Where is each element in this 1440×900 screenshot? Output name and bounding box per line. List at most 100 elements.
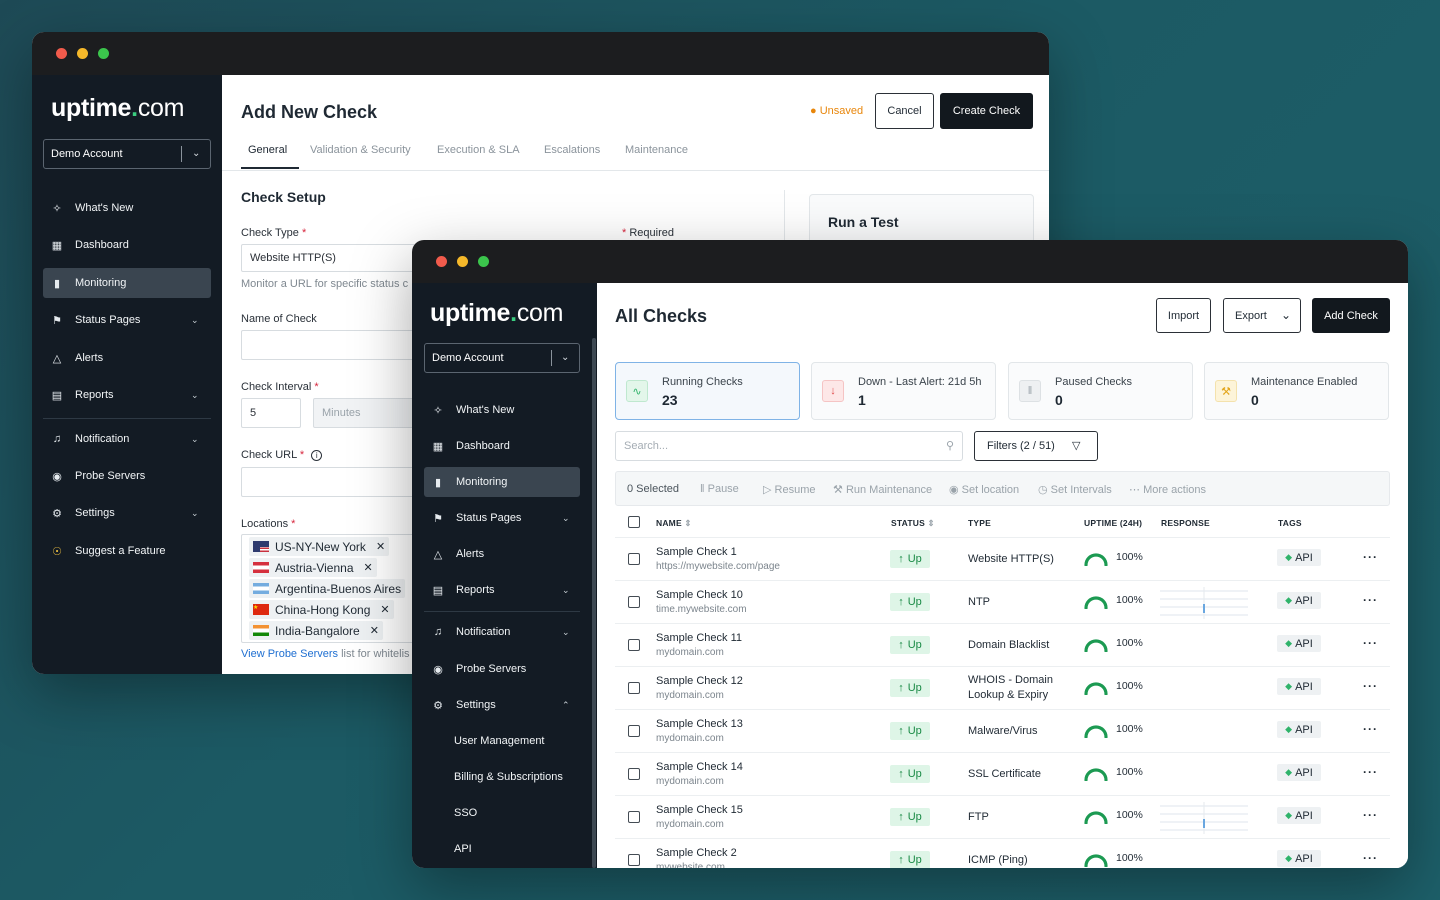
row-menu-button[interactable]: ··· xyxy=(1363,722,1378,736)
uptime-logo[interactable]: uptime.com xyxy=(430,299,564,327)
import-button[interactable]: Import xyxy=(1156,298,1211,333)
set-intervals-action[interactable]: ◷ Set Intervals xyxy=(1038,484,1112,496)
check-name[interactable]: Sample Check 11 xyxy=(656,632,743,644)
sidebar-scrollbar[interactable] xyxy=(592,338,596,868)
check-name[interactable]: Sample Check 13 xyxy=(656,718,743,730)
running-checks-card[interactable]: ∿ Running Checks 23 xyxy=(615,362,800,420)
tag-badge[interactable]: ◆ API xyxy=(1277,764,1321,781)
minimize-window-button[interactable] xyxy=(77,48,88,59)
tab-maintenance[interactable]: Maintenance xyxy=(625,144,688,156)
tag-badge[interactable]: ◆ API xyxy=(1277,807,1321,824)
tab-validation-security[interactable]: Validation & Security xyxy=(310,144,411,156)
sidebar-item-reports[interactable]: ▤ Reports ⌄ xyxy=(51,389,199,402)
sidebar-item-monitoring[interactable]: ▮ Monitoring xyxy=(43,268,211,298)
table-row[interactable]: Sample Check 14 mydomain.com ↑ Up SSL Certif… xyxy=(615,753,1390,796)
sidebar-item-settings[interactable]: ⚙ Settings ⌃ xyxy=(424,690,580,720)
check-name[interactable]: Sample Check 14 xyxy=(656,761,743,773)
location-chip[interactable]: ★ China-Hong Kong ✕ xyxy=(249,600,394,619)
location-chip[interactable]: Austria-Vienna ✕ xyxy=(249,558,377,577)
search-input[interactable]: Search... ⚲ xyxy=(615,431,963,461)
remove-icon[interactable]: ✕ xyxy=(363,562,373,574)
sidebar-item-monitoring[interactable]: ▮ Monitoring xyxy=(424,467,580,497)
sidebar-item-api[interactable]: API xyxy=(454,843,472,855)
location-chip[interactable]: India-Bangalore ✕ xyxy=(249,621,383,640)
minimize-window-button[interactable] xyxy=(457,256,468,267)
table-row[interactable]: Sample Check 11 mydomain.com ↑ Up Domain Bla… xyxy=(615,624,1390,667)
tag-badge[interactable]: ◆ API xyxy=(1277,850,1321,867)
table-row[interactable]: Sample Check 15 mydomain.com ↑ Up FTP 100% ◆ AP… xyxy=(615,796,1390,839)
filters-button[interactable]: Filters (2 / 51) ▽ xyxy=(974,431,1098,461)
create-check-button[interactable]: Create Check xyxy=(940,93,1033,129)
row-checkbox[interactable] xyxy=(628,854,640,866)
interval-input[interactable]: 5 xyxy=(241,398,301,428)
account-selector[interactable]: Demo Account ⌄ xyxy=(43,139,211,169)
cancel-button[interactable]: Cancel xyxy=(875,93,934,129)
tag-badge[interactable]: ◆ API xyxy=(1277,721,1321,738)
check-name[interactable]: Sample Check 10 xyxy=(656,589,743,601)
resume-action[interactable]: ▷ Resume xyxy=(763,484,816,496)
tag-badge[interactable]: ◆ API xyxy=(1277,635,1321,652)
table-row[interactable]: Sample Check 2 mywebsite.com ↑ Up ICMP (Ping… xyxy=(615,839,1390,868)
sidebar-item-settings[interactable]: ⚙ Settings ⌄ xyxy=(43,498,211,528)
close-window-button[interactable] xyxy=(56,48,67,59)
check-name[interactable]: Sample Check 12 xyxy=(656,675,743,687)
view-probe-servers-link[interactable]: View Probe Servers xyxy=(241,648,339,660)
table-row[interactable]: Sample Check 13 mydomain.com ↑ Up Malware/Vi… xyxy=(615,710,1390,753)
row-checkbox[interactable] xyxy=(628,639,640,651)
sidebar-item-notification[interactable]: ♫ Notification ⌄ xyxy=(424,617,580,647)
sidebar-item-alerts[interactable]: △ Alerts xyxy=(424,539,580,569)
run-maintenance-action[interactable]: ⚒ Run Maintenance xyxy=(833,484,933,496)
row-checkbox[interactable] xyxy=(628,596,640,608)
export-button[interactable]: Export ⌄ xyxy=(1223,298,1301,333)
tag-badge[interactable]: ◆ API xyxy=(1277,678,1321,695)
maintenance-card[interactable]: ⚒ Maintenance Enabled 0 xyxy=(1204,362,1389,420)
sidebar-item-dashboard[interactable]: ▦ Dashboard xyxy=(432,440,510,453)
row-checkbox[interactable] xyxy=(628,682,640,694)
sidebar-item-user-management[interactable]: User Management xyxy=(454,735,545,747)
sidebar-item-sso[interactable]: SSO xyxy=(454,807,478,819)
table-row[interactable]: Sample Check 1 https://mywebsite.com/page… xyxy=(615,538,1390,581)
sidebar-item-probe-servers[interactable]: ◉ Probe Servers xyxy=(43,461,211,491)
sidebar-item-whats-new[interactable]: ✧ What's New xyxy=(43,193,211,223)
row-menu-button[interactable]: ··· xyxy=(1363,593,1378,607)
row-checkbox[interactable] xyxy=(628,768,640,780)
location-chip[interactable]: Argentina-Buenos Aires xyxy=(249,579,406,598)
tab-escalations[interactable]: Escalations xyxy=(544,144,601,156)
check-name[interactable]: Sample Check 1 xyxy=(656,546,737,558)
table-row[interactable]: Sample Check 12 mydomain.com ↑ Up WHOIS - Do… xyxy=(615,667,1390,710)
sidebar-item-dashboard[interactable]: ▦ Dashboard xyxy=(51,239,129,252)
row-checkbox[interactable] xyxy=(628,725,640,737)
column-status[interactable]: STATUS ⇕ xyxy=(891,518,935,528)
down-checks-card[interactable]: ↓ Down - Last Alert: 21d 5h 1 xyxy=(811,362,996,420)
maximize-window-button[interactable] xyxy=(478,256,489,267)
tab-general[interactable]: General xyxy=(248,144,288,156)
check-name[interactable]: Sample Check 2 xyxy=(656,847,737,859)
sidebar-item-notification[interactable]: ♫ Notification ⌄ xyxy=(43,424,211,454)
row-menu-button[interactable]: ··· xyxy=(1363,636,1378,650)
row-menu-button[interactable]: ··· xyxy=(1363,808,1378,822)
table-row[interactable]: Sample Check 10 time.mywebsite.com ↑ Up NTP 1… xyxy=(615,581,1390,624)
row-menu-button[interactable]: ··· xyxy=(1363,765,1378,779)
info-icon[interactable]: i xyxy=(311,450,323,461)
column-name[interactable]: NAME ⇕ xyxy=(656,518,692,528)
close-window-button[interactable] xyxy=(436,256,447,267)
remove-icon[interactable]: ✕ xyxy=(380,604,390,616)
check-name[interactable]: Sample Check 15 xyxy=(656,804,743,816)
sidebar-item-whats-new[interactable]: ✧ What's New xyxy=(424,395,580,425)
row-menu-button[interactable]: ··· xyxy=(1363,679,1378,693)
maximize-window-button[interactable] xyxy=(98,48,109,59)
tag-badge[interactable]: ◆ API xyxy=(1277,592,1321,609)
sidebar-item-status-pages[interactable]: ⚑ Status Pages ⌄ xyxy=(43,305,211,335)
sidebar-item-probe-servers[interactable]: ◉ Probe Servers xyxy=(424,654,580,684)
sidebar-item-reports[interactable]: ▤ Reports ⌄ xyxy=(432,584,570,597)
row-menu-button[interactable]: ··· xyxy=(1363,550,1378,564)
more-actions[interactable]: ⋯ More actions xyxy=(1129,484,1207,496)
row-menu-button[interactable]: ··· xyxy=(1363,851,1378,865)
account-selector[interactable]: Demo Account ⌄ xyxy=(424,343,580,373)
add-check-button[interactable]: Add Check xyxy=(1312,298,1390,333)
set-location-action[interactable]: ◉ Set location xyxy=(949,484,1020,496)
uptime-logo[interactable]: uptime.com xyxy=(51,94,185,122)
paused-checks-card[interactable]: ‖ Paused Checks 0 xyxy=(1008,362,1193,420)
tag-badge[interactable]: ◆ API xyxy=(1277,549,1321,566)
location-chip[interactable]: US-NY-New York ✕ xyxy=(249,537,390,556)
